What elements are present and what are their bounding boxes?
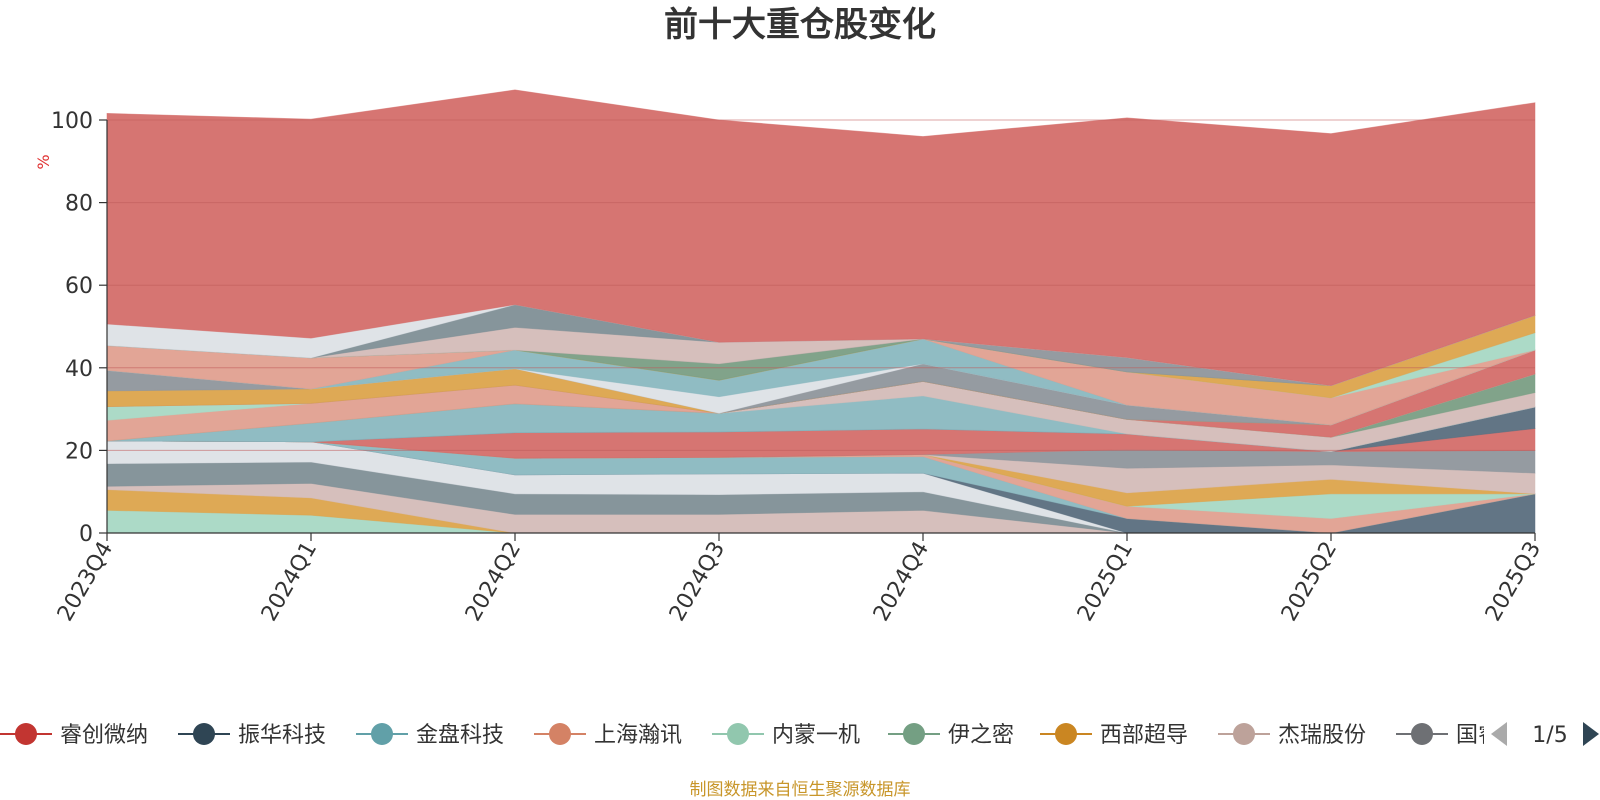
legend-label: 睿创微纳 <box>60 723 148 748</box>
legend-label: 金盘科技 <box>416 723 504 748</box>
legend-label: 杰瑞股份 <box>1278 723 1366 748</box>
data-source-note: 制图数据来自恒生聚源数据库 <box>690 780 911 800</box>
legend-item[interactable]: 上海瀚讯 <box>534 723 682 748</box>
legend-label: 国睿科技 <box>1456 723 1544 748</box>
y-axis-unit: % <box>34 154 53 169</box>
legend-prev-icon[interactable] <box>1491 722 1507 746</box>
legend-item[interactable]: 睿创微纳 <box>0 723 148 748</box>
legend-marker-icon <box>15 723 37 745</box>
legend-marker-icon <box>1055 723 1077 745</box>
legend[interactable]: 睿创微纳 振华科技 金盘科技 上海瀚讯 内蒙一机 伊之密 西部超导 杰瑞股份 国睿科技 <box>0 723 1544 748</box>
legend-page-indicator: 1/5 <box>1532 723 1567 748</box>
x-tick-label: 2025Q1 <box>1073 538 1138 626</box>
legend-marker-icon <box>549 723 571 745</box>
legend-item[interactable]: 内蒙一机 <box>712 723 860 748</box>
y-tick-label: 20 <box>65 439 93 464</box>
y-tick-label: 0 <box>79 522 93 547</box>
legend-label: 上海瀚讯 <box>594 723 682 748</box>
y-tick-label: 100 <box>51 109 93 134</box>
legend-item[interactable]: 振华科技 <box>178 723 326 748</box>
x-tick-label: 2024Q2 <box>461 538 526 626</box>
y-tick-label: 40 <box>65 357 93 382</box>
x-tick-label: 2024Q1 <box>257 538 322 626</box>
legend-label: 伊之密 <box>948 723 1014 748</box>
legend-marker-icon <box>1233 723 1255 745</box>
x-tick-label: 2024Q4 <box>869 538 934 626</box>
y-tick-label: 60 <box>65 274 93 299</box>
legend-marker-icon <box>903 723 925 745</box>
legend-marker-icon <box>193 723 215 745</box>
legend-label: 内蒙一机 <box>772 723 860 748</box>
legend-marker-icon <box>371 723 393 745</box>
x-tick-label: 2025Q2 <box>1277 538 1342 626</box>
legend-item[interactable]: 金盘科技 <box>356 723 504 748</box>
y-tick-label: 80 <box>65 192 93 217</box>
legend-next-icon[interactable] <box>1583 722 1599 746</box>
area-series-33 <box>106 89 1536 387</box>
legend-item[interactable]: 西部超导 <box>1040 723 1188 748</box>
legend-item[interactable]: 伊之密 <box>888 723 1014 748</box>
area-series-group <box>106 89 1536 534</box>
legend-item[interactable]: 国睿科技 <box>1396 723 1544 748</box>
legend-label: 西部超导 <box>1100 723 1188 748</box>
legend-marker-icon <box>727 723 749 745</box>
legend-pager: 1/5 <box>1491 722 1599 748</box>
legend-marker-icon <box>1411 723 1433 745</box>
grid-lines <box>107 119 1535 451</box>
chart-title: 前十大重仓股变化 <box>664 5 936 45</box>
legend-label: 振华科技 <box>238 723 326 748</box>
x-tick-label: 2023Q4 <box>53 538 118 626</box>
x-tick-label: 2025Q3 <box>1481 538 1546 626</box>
x-tick-label: 2024Q3 <box>665 538 730 626</box>
legend-item[interactable]: 杰瑞股份 <box>1218 723 1366 748</box>
